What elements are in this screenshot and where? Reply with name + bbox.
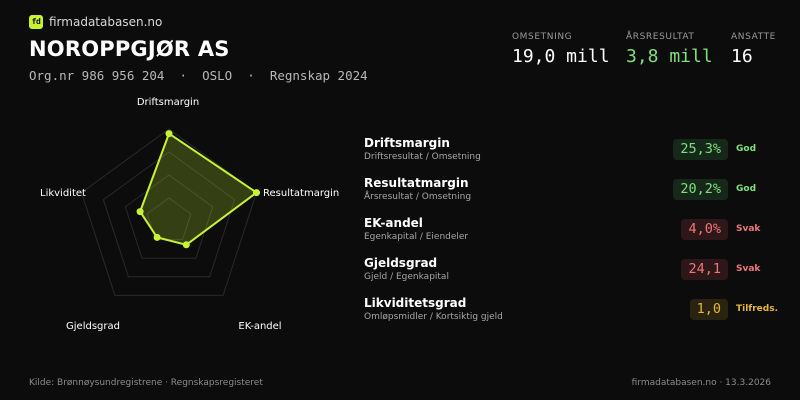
radar-label-ek-andel: EK-andel bbox=[238, 321, 281, 332]
radar-label-resultatmargin: Resultatmargin bbox=[263, 188, 339, 199]
metric-row-likviditetsgrad: Likviditetsgrad Omløpsmidler / Kortsikti… bbox=[364, 296, 778, 336]
company-meta: Org.nr 986 956 204 · OSLO · Regnskap 202… bbox=[29, 68, 368, 83]
footer-source: Kilde: Brønnøysundregistrene · Regnskaps… bbox=[29, 378, 263, 388]
kpi-ansatte: ANSATTE 16 bbox=[731, 32, 776, 67]
kpi-value: 3,8 mill bbox=[626, 46, 713, 67]
radar-point-gjeldsgrad bbox=[153, 233, 161, 241]
brand-logo: fd bbox=[29, 15, 43, 29]
radar-ring bbox=[124, 174, 214, 259]
brand-name: firmadatabasen.no bbox=[49, 15, 163, 29]
kpi-value: 16 bbox=[731, 46, 753, 67]
metric-value: 4,0% bbox=[681, 219, 728, 240]
radar-ring bbox=[102, 151, 236, 278]
metric-title: Resultatmargin bbox=[364, 176, 469, 190]
kpi-value: 19,0 mill bbox=[512, 46, 610, 67]
radar-label-likviditet: Likviditet bbox=[40, 188, 86, 199]
metric-subtitle: Driftsresultat / Omsetning bbox=[364, 152, 481, 162]
radar-point-ek-andel bbox=[182, 241, 190, 249]
radar-polygon-group bbox=[136, 130, 260, 249]
kpi-omsetning: OMSETNING 19,0 mill bbox=[512, 32, 610, 67]
radar-label-gjeldsgrad: Gjeldsgrad bbox=[66, 321, 120, 332]
metric-title: Likviditetsgrad bbox=[364, 296, 467, 310]
metric-value: 25,3% bbox=[673, 139, 728, 160]
brand[interactable]: fd firmadatabasen.no bbox=[29, 15, 162, 29]
radar-label-driftsmargin: Driftsmargin bbox=[137, 97, 199, 108]
metric-value: 20,2% bbox=[673, 179, 728, 200]
metric-title: Gjeldsgrad bbox=[364, 256, 438, 270]
metric-status: Tilfreds. bbox=[736, 304, 778, 314]
metric-status: God bbox=[736, 184, 757, 194]
radar-point-resultatmargin bbox=[253, 189, 260, 197]
kpi-label: ÅRSRESULTAT bbox=[626, 32, 695, 42]
metric-title: EK-andel bbox=[364, 216, 423, 230]
metric-subtitle: Årsresultat / Omsetning bbox=[364, 192, 472, 202]
metric-status: God bbox=[736, 144, 757, 154]
kpi-label: OMSETNING bbox=[512, 32, 573, 42]
radar-chart: Driftsmargin Resultatmargin EK-andel Gje… bbox=[40, 97, 339, 332]
metric-subtitle: Egenkapital / Eiendeler bbox=[364, 232, 469, 242]
metric-row-driftsmargin: Driftsmargin Driftsresultat / Omsetning … bbox=[364, 136, 776, 176]
radar-value-polygon bbox=[139, 132, 258, 246]
metric-value: 1,0 bbox=[689, 299, 728, 320]
metric-row-ek-andel: EK-andel Egenkapital / Eiendeler 4,0% Sv… bbox=[364, 216, 776, 256]
metric-status: Svak bbox=[736, 264, 761, 274]
metric-subtitle: Gjeld / Egenkapital bbox=[364, 272, 449, 282]
footer-site-date[interactable]: firmadatabasen.no · 13.3.2026 bbox=[631, 378, 771, 388]
metric-row-gjeldsgrad: Gjeldsgrad Gjeld / Egenkapital 24,1 Svak bbox=[364, 256, 776, 296]
metric-title: Driftsmargin bbox=[364, 136, 450, 150]
kpi-label: ANSATTE bbox=[731, 32, 776, 42]
metrics-list: Driftsmargin Driftsresultat / Omsetning … bbox=[364, 136, 778, 336]
metric-status: Svak bbox=[736, 224, 761, 234]
metric-row-resultatmargin: Resultatmargin Årsresultat / Omsetning 2… bbox=[364, 176, 776, 216]
company-name: NOROPPGJØR AS bbox=[29, 37, 230, 61]
radar-point-likviditet bbox=[136, 208, 144, 216]
metric-value: 24,1 bbox=[681, 259, 728, 280]
metric-subtitle: Omløpsmidler / Kortsiktig gjeld bbox=[364, 312, 503, 322]
radar-point-driftsmargin bbox=[165, 130, 173, 138]
kpi-arsresultat: ÅRSRESULTAT 3,8 mill bbox=[626, 32, 713, 67]
